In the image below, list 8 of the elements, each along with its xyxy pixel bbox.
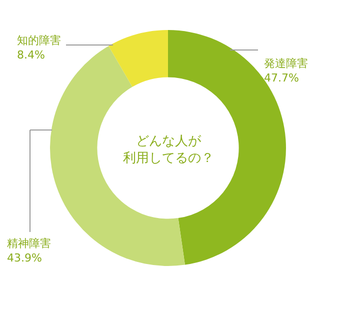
slice-label: 発達障害: [264, 57, 308, 70]
data-label: 43.9%: [7, 251, 42, 264]
donut-slice: [108, 30, 168, 87]
slice-label: 知的障害: [17, 34, 61, 47]
text: どんな人が利用してるの？: [123, 134, 214, 166]
slice-label: 精神障害: [7, 237, 51, 250]
data-label: 8.4%: [17, 48, 45, 62]
data-label: 47.7%: [264, 71, 299, 84]
